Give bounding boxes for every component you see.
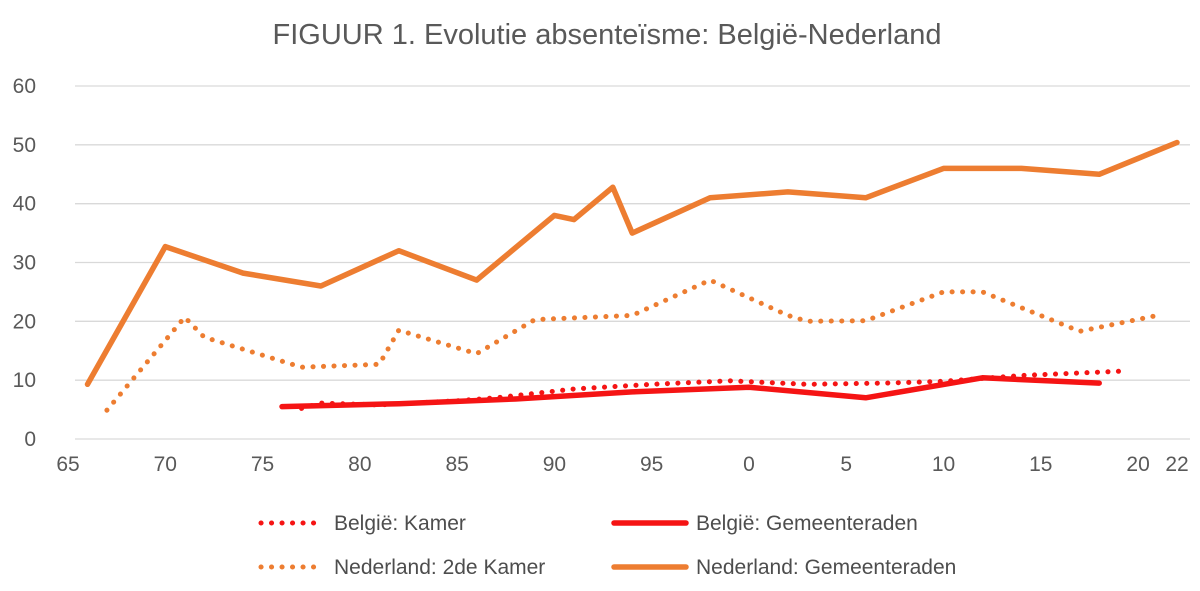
gridlines [75, 85, 1190, 440]
legend-label-belgie-gemeenteraden: België: Gemeenteraden [696, 512, 918, 535]
x-tick-label-70: 70 [154, 453, 177, 476]
x-tick-label-10: 10 [932, 453, 955, 476]
legend-label-nederland-2de-kamer: Nederland: 2de Kamer [334, 556, 545, 579]
x-tick-label-22: 22 [1165, 453, 1188, 476]
y-tick-label-0: 0 [24, 428, 36, 451]
y-tick-label-40: 40 [13, 193, 36, 216]
chart-title: FIGUUR 1. Evolutie absenteïsme: België-N… [273, 19, 942, 51]
y-axis-labels: 0 10 20 30 40 50 60 [13, 75, 36, 451]
y-tick-label-30: 30 [13, 252, 36, 275]
x-tick-label-75: 75 [251, 453, 274, 476]
x-axis-labels: 65 70 75 80 85 90 95 0 5 10 15 20 22 [56, 453, 1188, 476]
series-lines [84, 139, 1180, 413]
y-tick-label-50: 50 [13, 134, 36, 157]
x-tick-label-80: 80 [348, 453, 371, 476]
x-tick-label-0: 0 [743, 453, 755, 476]
y-tick-label-60: 60 [13, 75, 36, 98]
y-tick-label-10: 10 [13, 369, 36, 392]
x-tick-label-95: 95 [640, 453, 663, 476]
x-tick-label-65: 65 [56, 453, 79, 476]
series-line-nederland-gemeenteraden [84, 139, 1180, 388]
y-tick-label-20: 20 [13, 310, 36, 333]
legend: België: Kamer België: Gemeenteraden Nede… [258, 512, 956, 579]
x-tick-label-5: 5 [840, 453, 852, 476]
x-tick-label-85: 85 [445, 453, 468, 476]
legend-label-belgie-kamer: België: Kamer [334, 512, 466, 535]
x-tick-label-90: 90 [543, 453, 566, 476]
x-tick-label-20: 20 [1126, 453, 1149, 476]
x-tick-label-15: 15 [1029, 453, 1052, 476]
legend-label-nederland-gemeenteraden: Nederland: Gemeenteraden [696, 556, 956, 579]
